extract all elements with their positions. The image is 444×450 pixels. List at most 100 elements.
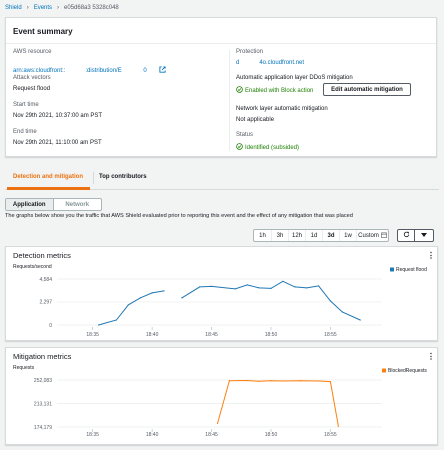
data-point [359, 319, 361, 321]
data-point [306, 287, 308, 289]
x-tick-label: 18:45 [205, 432, 218, 438]
protection-link[interactable]: d 4o.cloudfront.net [236, 60, 305, 66]
aws-resource-label: AWS resource [13, 49, 52, 55]
breadcrumb-current: e05d68a3 5328c048 [64, 5, 119, 11]
tab-separator [93, 172, 94, 184]
x-tick-label: 18:40 [146, 332, 159, 338]
data-point [294, 286, 296, 288]
subtab-application[interactable]: Application [6, 199, 54, 210]
breadcrumb-events[interactable]: Events [33, 5, 53, 11]
detection-metrics-panel: Detection metrics ⋮ Requests/second 4,58… [5, 246, 438, 341]
calendar-icon [380, 231, 387, 240]
legend-swatch [390, 267, 394, 272]
range-1d[interactable]: 1d [305, 230, 322, 241]
range-1w[interactable]: 1w [339, 230, 356, 241]
data-point [317, 285, 320, 287]
data-point [270, 287, 272, 289]
data-point [163, 290, 165, 292]
range-12h[interactable]: 12h [288, 230, 305, 241]
status-value-text: Identified (subsided) [245, 144, 300, 151]
tab-top-contributors[interactable]: Top contributors [99, 174, 147, 180]
start-time-value: Nov 29th 2021, 10:37:00 am PST [13, 113, 103, 119]
protection-label: Protection [236, 49, 264, 55]
data-point [282, 280, 284, 282]
x-tick-label: 18:35 [86, 332, 99, 338]
breadcrumb: Shield › Events › e05d68a3 5328c048 [5, 3, 119, 13]
end-time-label: End time [13, 129, 37, 135]
chevron-right-icon: › [26, 5, 29, 11]
refresh-options-dropdown[interactable] [414, 229, 434, 242]
refresh-button[interactable] [397, 229, 415, 242]
attack-vectors-value: Request flood [13, 86, 51, 92]
data-point [329, 300, 332, 302]
check-circle-icon [236, 143, 243, 152]
series-line [181, 280, 361, 321]
range-3h[interactable]: 3h [271, 230, 288, 241]
data-point [216, 422, 219, 425]
network-mitigation-value: Not applicable [236, 117, 275, 123]
app-ddos-status: Enabled with Block action [236, 86, 313, 95]
main-tabs: Detection and mitigation Top contributor… [5, 168, 439, 190]
data-point [199, 286, 201, 288]
tab-detection-and-mitigation[interactable]: Detection and mitigation [13, 174, 84, 180]
y-tick-label: 252,083 [34, 378, 52, 384]
event-summary-panel: Event summary AWS resource arn:aws:cloud… [5, 17, 437, 157]
data-point [151, 292, 153, 294]
end-time-value: Nov 29th 2021, 11:10:00 am PST [13, 140, 102, 146]
legend-swatch [382, 368, 386, 373]
edit-mitigation-button[interactable]: Edit automatic mitigation [323, 83, 411, 96]
data-point [337, 425, 339, 427]
series-line [217, 379, 339, 427]
y-axis-label: Requests [13, 365, 35, 371]
breadcrumb-shield[interactable]: Shield [5, 5, 22, 11]
data-point [115, 319, 118, 321]
app-ddos-label: Automatic application layer DDoS mitigat… [236, 75, 353, 81]
data-point [210, 285, 213, 287]
data-point [228, 380, 230, 382]
range-3d[interactable]: 3d [322, 230, 339, 241]
range-custom[interactable]: Custom [356, 230, 388, 241]
y-tick-label: 213,131 [34, 401, 52, 407]
legend-label[interactable]: Request flood [396, 267, 427, 273]
data-point [139, 297, 141, 299]
data-point [246, 284, 248, 286]
aws-resource-value: arn:aws:cloudfront:: :distribution/E 0 [13, 67, 147, 74]
data-point [258, 380, 260, 382]
legend-label[interactable]: BlockedRequests [388, 368, 427, 374]
data-point [300, 380, 302, 382]
caret-down-icon [421, 232, 427, 239]
column-divider [229, 50, 230, 151]
chart-title: Mitigation metrics [13, 352, 72, 361]
panel-title: Event summary [13, 27, 73, 36]
mitigation-metrics-panel: Mitigation metrics ⋮ Requests 252,083 213… [5, 347, 438, 445]
data-point [282, 380, 284, 382]
start-time-label: Start time [13, 102, 39, 108]
series-line [98, 290, 165, 326]
data-point [181, 297, 183, 299]
more-options-icon[interactable]: ⋮ [427, 352, 435, 361]
check-circle-icon [236, 86, 243, 95]
x-tick-label: 18:35 [86, 432, 99, 438]
attack-vectors-label: Attack vectors [13, 75, 51, 81]
data-point [246, 379, 248, 382]
external-link-icon [149, 60, 166, 81]
x-tick-label: 18:50 [265, 332, 278, 338]
detection-chart: 4,584 2,297 0 18:35 18:40 18:45 18:50 18:55 Requ… [39, 267, 427, 338]
x-tick-label: 18:55 [324, 332, 337, 338]
x-tick-label: 18:50 [265, 432, 278, 438]
data-point [270, 380, 272, 382]
subtab-network[interactable]: Network [65, 201, 90, 208]
y-tick-label: 174,179 [34, 425, 52, 431]
data-point [317, 380, 320, 382]
app-ddos-status-text: Enabled with Block action [245, 87, 314, 94]
time-range-selector: 1h 3h 12h 1d 3d 1w Custom [253, 229, 389, 242]
more-options-icon[interactable]: ⋮ [427, 251, 435, 260]
y-tick-label: 4,584 [39, 277, 52, 283]
data-point [127, 304, 129, 306]
chevron-right-icon: › [57, 5, 60, 11]
data-point [329, 380, 332, 383]
aws-resource-link[interactable]: arn:aws:cloudfront:: :distribution/E 0 [13, 60, 166, 81]
graphs-description: The graphs below show you the traffic th… [5, 213, 353, 219]
data-point [341, 311, 343, 313]
range-1h[interactable]: 1h [259, 232, 266, 239]
